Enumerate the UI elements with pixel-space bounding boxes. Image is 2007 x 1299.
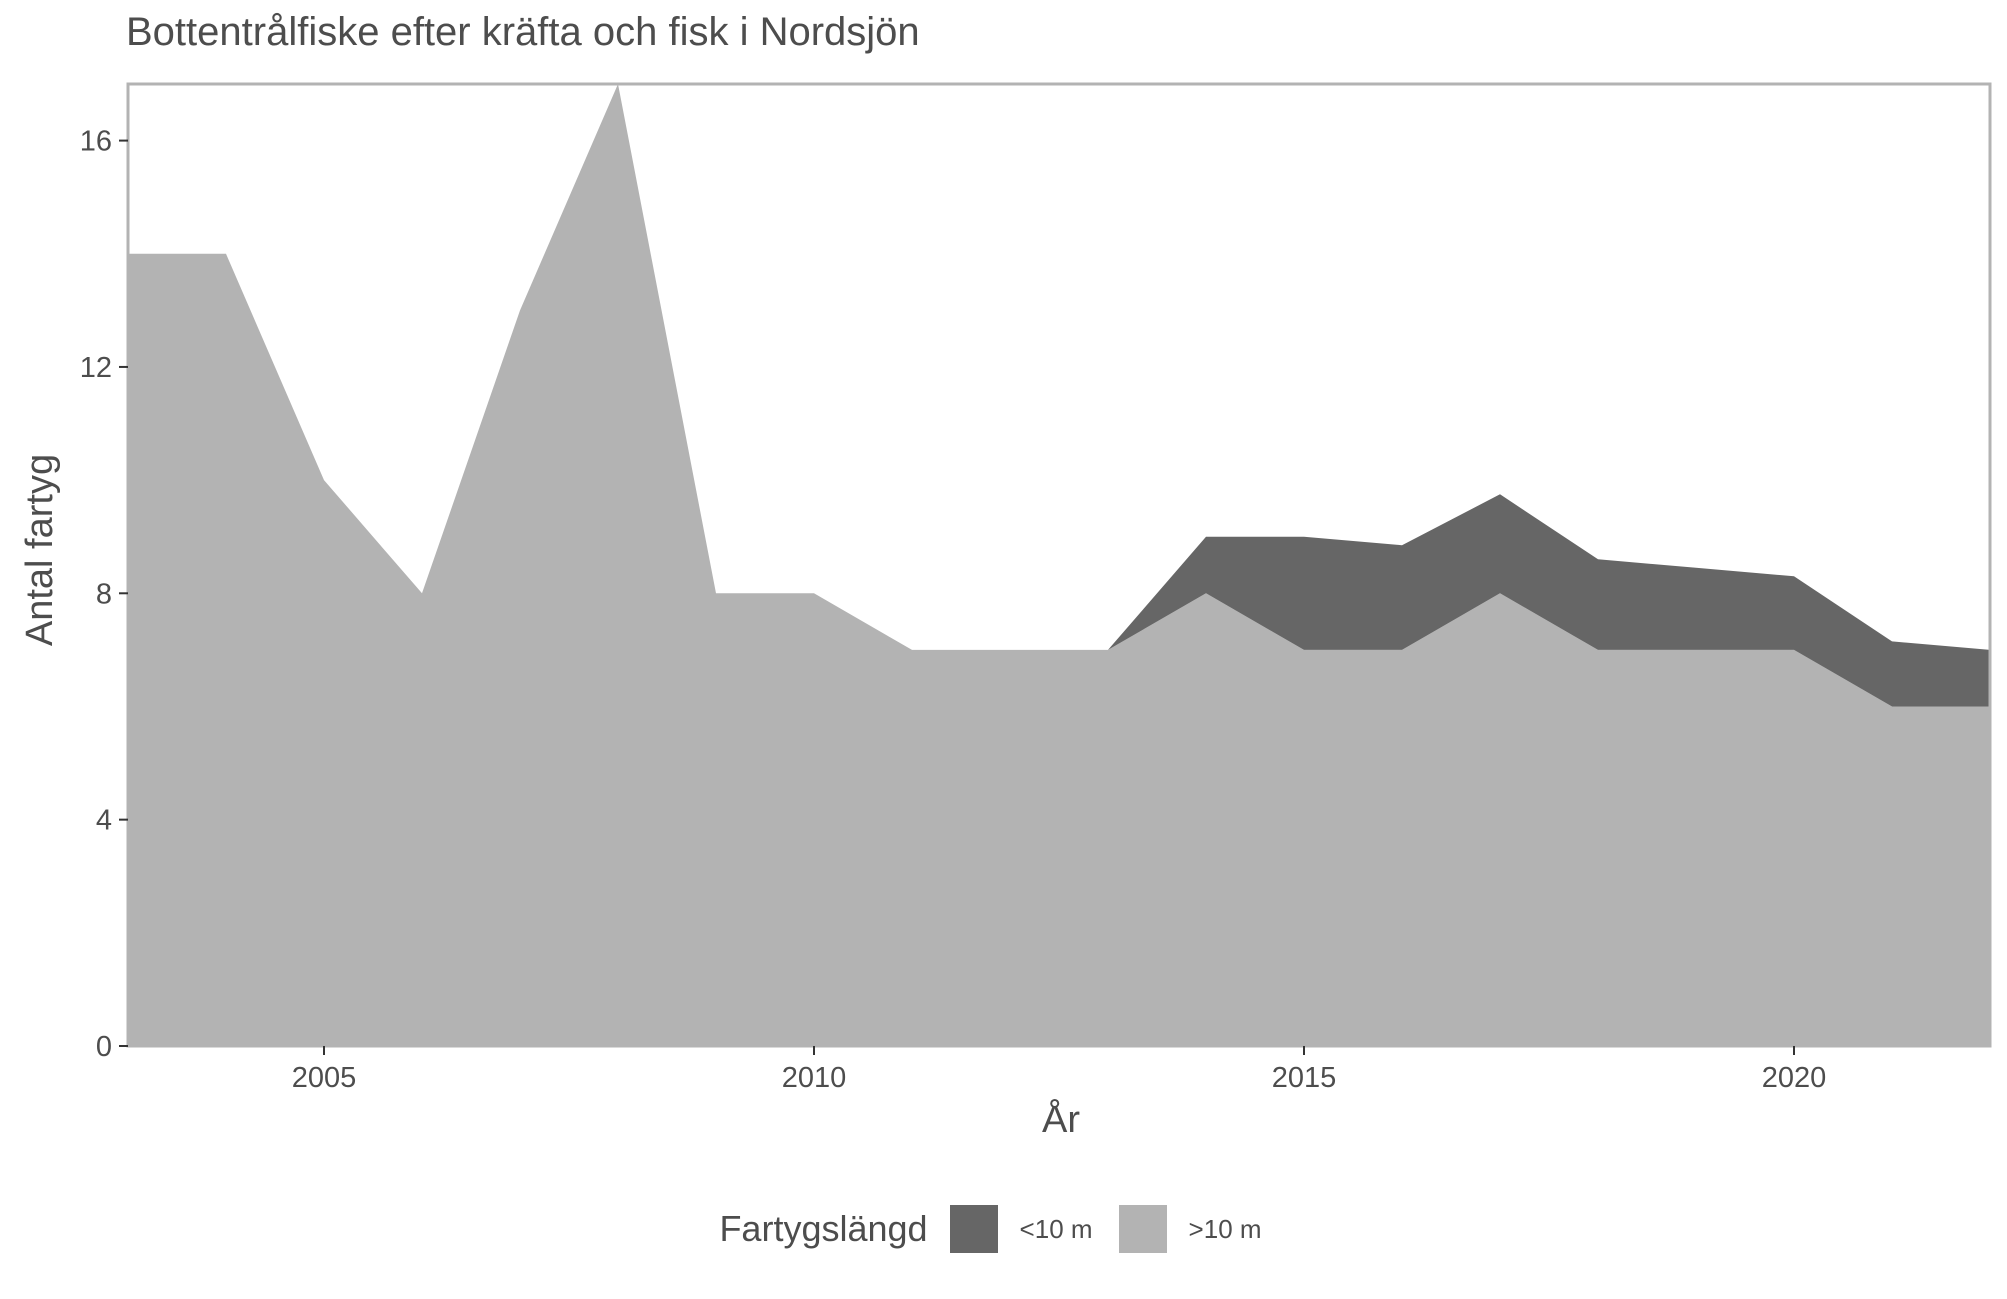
y-axis: 0 4 8 12 16 xyxy=(80,126,128,1063)
x-axis-title: År xyxy=(1042,1097,1080,1141)
x-axis: 2005 2010 2015 2020 xyxy=(292,1046,1827,1094)
x-tick-label-2010: 2010 xyxy=(782,1062,847,1094)
legend-key-over-10m xyxy=(1118,1205,1167,1253)
x-tick-label-2020: 2020 xyxy=(1762,1062,1827,1094)
y-tick-label-4: 4 xyxy=(96,805,112,837)
x-tick-label-2015: 2015 xyxy=(1272,1062,1337,1094)
y-axis-title: Antal fartyg xyxy=(19,454,61,646)
legend-key-under-10m xyxy=(949,1205,998,1253)
x-tick-label-2005: 2005 xyxy=(292,1062,357,1094)
y-tick-label-8: 8 xyxy=(96,578,112,610)
legend-label-over-10m: >10 m xyxy=(1188,1213,1262,1244)
legend-label-under-10m: <10 m xyxy=(1019,1213,1093,1244)
area-layer xyxy=(128,84,1990,1046)
legend-title: Fartygslängd xyxy=(719,1208,928,1249)
area-series-10m xyxy=(128,84,1990,1046)
area-series-10m xyxy=(128,84,1990,707)
panel-border xyxy=(126,82,1992,1048)
y-tick-label-12: 12 xyxy=(80,352,112,384)
chart-title: Bottentrålfiske efter kräfta och fisk i … xyxy=(126,10,920,54)
legend: Fartygslängd <10 m >10 m xyxy=(0,1205,2007,1253)
y-tick-label-16: 16 xyxy=(80,126,112,158)
y-tick-label-0: 0 xyxy=(96,1031,112,1063)
